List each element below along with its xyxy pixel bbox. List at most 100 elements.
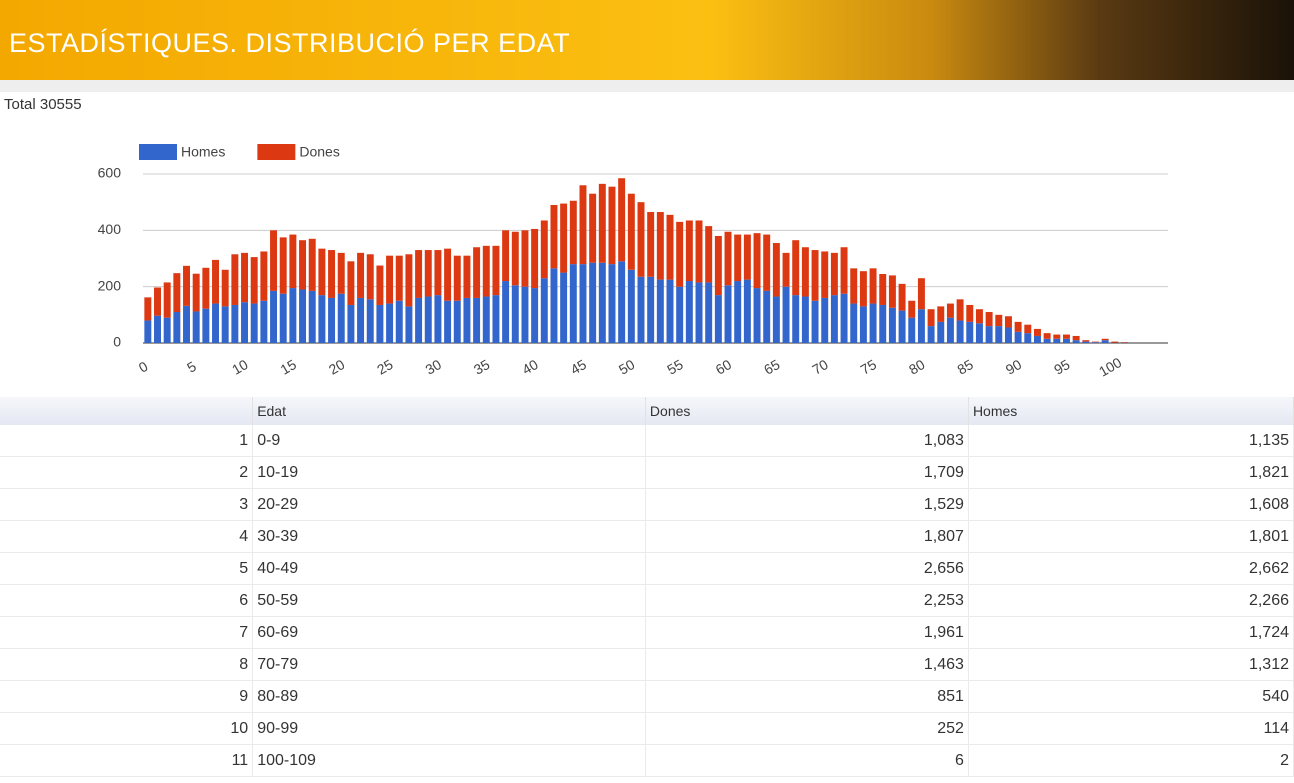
bar bbox=[299, 289, 306, 343]
bar bbox=[754, 288, 761, 343]
bar bbox=[193, 274, 200, 312]
bar bbox=[986, 326, 993, 343]
bar bbox=[173, 273, 180, 312]
table-cell: 2 bbox=[968, 745, 1293, 777]
bar bbox=[763, 291, 770, 343]
bar bbox=[860, 271, 867, 306]
table-cell: 30-39 bbox=[253, 521, 646, 553]
table-cell: 60-69 bbox=[253, 617, 646, 649]
header-cell: Homes bbox=[968, 397, 1293, 425]
table-cell: 2,662 bbox=[968, 553, 1293, 585]
bar bbox=[444, 249, 451, 301]
table-cell: 2,656 bbox=[645, 553, 968, 585]
bar bbox=[251, 304, 258, 343]
bar bbox=[318, 295, 325, 343]
bar bbox=[144, 297, 151, 320]
bar bbox=[754, 233, 761, 288]
bar bbox=[367, 299, 374, 343]
x-tick-label: 5 bbox=[184, 358, 199, 376]
bar bbox=[792, 295, 799, 343]
bar bbox=[1053, 339, 1060, 343]
table-cell: 100-109 bbox=[253, 745, 646, 777]
bar bbox=[850, 304, 857, 343]
bar bbox=[1005, 328, 1012, 343]
bar bbox=[405, 306, 412, 343]
table-cell: 1,724 bbox=[968, 617, 1293, 649]
bar bbox=[193, 311, 200, 343]
bar bbox=[899, 311, 906, 343]
bar bbox=[725, 285, 732, 343]
bar bbox=[483, 246, 490, 297]
bar bbox=[396, 301, 403, 343]
bar bbox=[850, 268, 857, 303]
bar bbox=[638, 202, 645, 277]
bar bbox=[618, 178, 625, 261]
bar bbox=[783, 287, 790, 343]
table-cell: 7 bbox=[0, 617, 253, 649]
bar bbox=[957, 320, 964, 343]
bar bbox=[1015, 332, 1022, 343]
bar bbox=[647, 277, 654, 343]
bar bbox=[570, 201, 577, 264]
table-cell: 50-59 bbox=[253, 585, 646, 617]
bar bbox=[415, 250, 422, 298]
bar bbox=[995, 326, 1002, 343]
y-tick-label: 400 bbox=[98, 221, 122, 237]
table-cell: 6 bbox=[0, 585, 253, 617]
table-cell: 2 bbox=[0, 457, 253, 489]
table-cell: 11 bbox=[0, 745, 253, 777]
table-cell: 80-89 bbox=[253, 681, 646, 713]
bar bbox=[502, 230, 509, 281]
bar bbox=[860, 306, 867, 343]
bar bbox=[502, 281, 509, 343]
bar bbox=[328, 250, 335, 298]
bar bbox=[908, 318, 915, 343]
bar bbox=[173, 312, 180, 343]
header-cell: Dones bbox=[645, 397, 968, 425]
bar bbox=[415, 298, 422, 343]
bar bbox=[889, 308, 896, 343]
bar bbox=[1063, 335, 1070, 339]
y-tick-label: 0 bbox=[113, 334, 121, 350]
bar bbox=[473, 247, 480, 298]
bar bbox=[821, 298, 828, 343]
bar bbox=[347, 305, 354, 343]
bar bbox=[966, 322, 973, 343]
bar bbox=[328, 298, 335, 343]
table-cell: 1,083 bbox=[645, 425, 968, 457]
table-cell: 1,608 bbox=[968, 489, 1293, 521]
bar bbox=[947, 304, 954, 318]
bar bbox=[183, 266, 190, 306]
bar bbox=[628, 194, 635, 270]
bar bbox=[318, 249, 325, 295]
bar bbox=[405, 254, 412, 306]
bar bbox=[454, 301, 461, 343]
bar bbox=[531, 288, 538, 343]
bar bbox=[521, 230, 528, 286]
x-tick-label: 20 bbox=[326, 356, 348, 378]
table-cell: 90-99 bbox=[253, 713, 646, 745]
bar bbox=[560, 204, 567, 273]
table-cell: 8 bbox=[0, 649, 253, 681]
bar bbox=[338, 253, 345, 294]
bar bbox=[338, 294, 345, 343]
bar bbox=[376, 305, 383, 343]
bar bbox=[1005, 316, 1012, 327]
bar bbox=[889, 275, 896, 307]
bar bbox=[241, 302, 248, 343]
x-tick-label: 100 bbox=[1096, 354, 1124, 380]
x-tick-label: 45 bbox=[568, 356, 590, 378]
bar bbox=[667, 280, 674, 343]
bar bbox=[386, 256, 393, 304]
x-tick-label: 70 bbox=[809, 356, 831, 378]
bar bbox=[783, 253, 790, 287]
bar bbox=[309, 239, 316, 291]
legend-label: Dones bbox=[299, 144, 339, 160]
table-cell: 114 bbox=[968, 713, 1293, 745]
bar bbox=[802, 247, 809, 296]
bar bbox=[599, 184, 606, 263]
table-cell: 252 bbox=[645, 713, 968, 745]
